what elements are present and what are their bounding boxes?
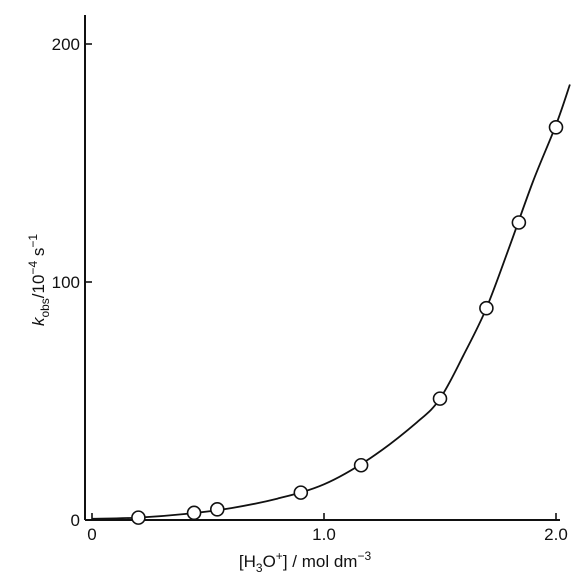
y-axis-label: kobs/10−4 s−1 (26, 234, 52, 326)
data-point (548, 120, 564, 135)
x-tick-label: 1.0 (312, 525, 336, 544)
data-point (479, 300, 494, 316)
data-point (209, 501, 225, 517)
x-axis-label: [H3O+] / mol dm−3 (239, 549, 372, 575)
y-tick-label: 100 (52, 273, 80, 292)
x-tick-label: 0 (87, 525, 96, 544)
y-tick-label: 200 (52, 35, 80, 54)
tick-labels-layer: 0 100 200 0 1.0 2.0 (52, 35, 568, 544)
data-point (186, 505, 202, 521)
x-tick-label: 2.0 (544, 525, 568, 544)
data-points-layer (131, 120, 564, 525)
data-point (293, 485, 309, 500)
fit-curve (91, 84, 571, 520)
data-point (131, 510, 146, 525)
data-point (432, 391, 448, 406)
data-point (511, 215, 527, 230)
axes (84, 15, 560, 521)
y-tick-label: 0 (71, 511, 80, 530)
fit-curve-layer (91, 84, 571, 520)
data-point (353, 457, 369, 473)
